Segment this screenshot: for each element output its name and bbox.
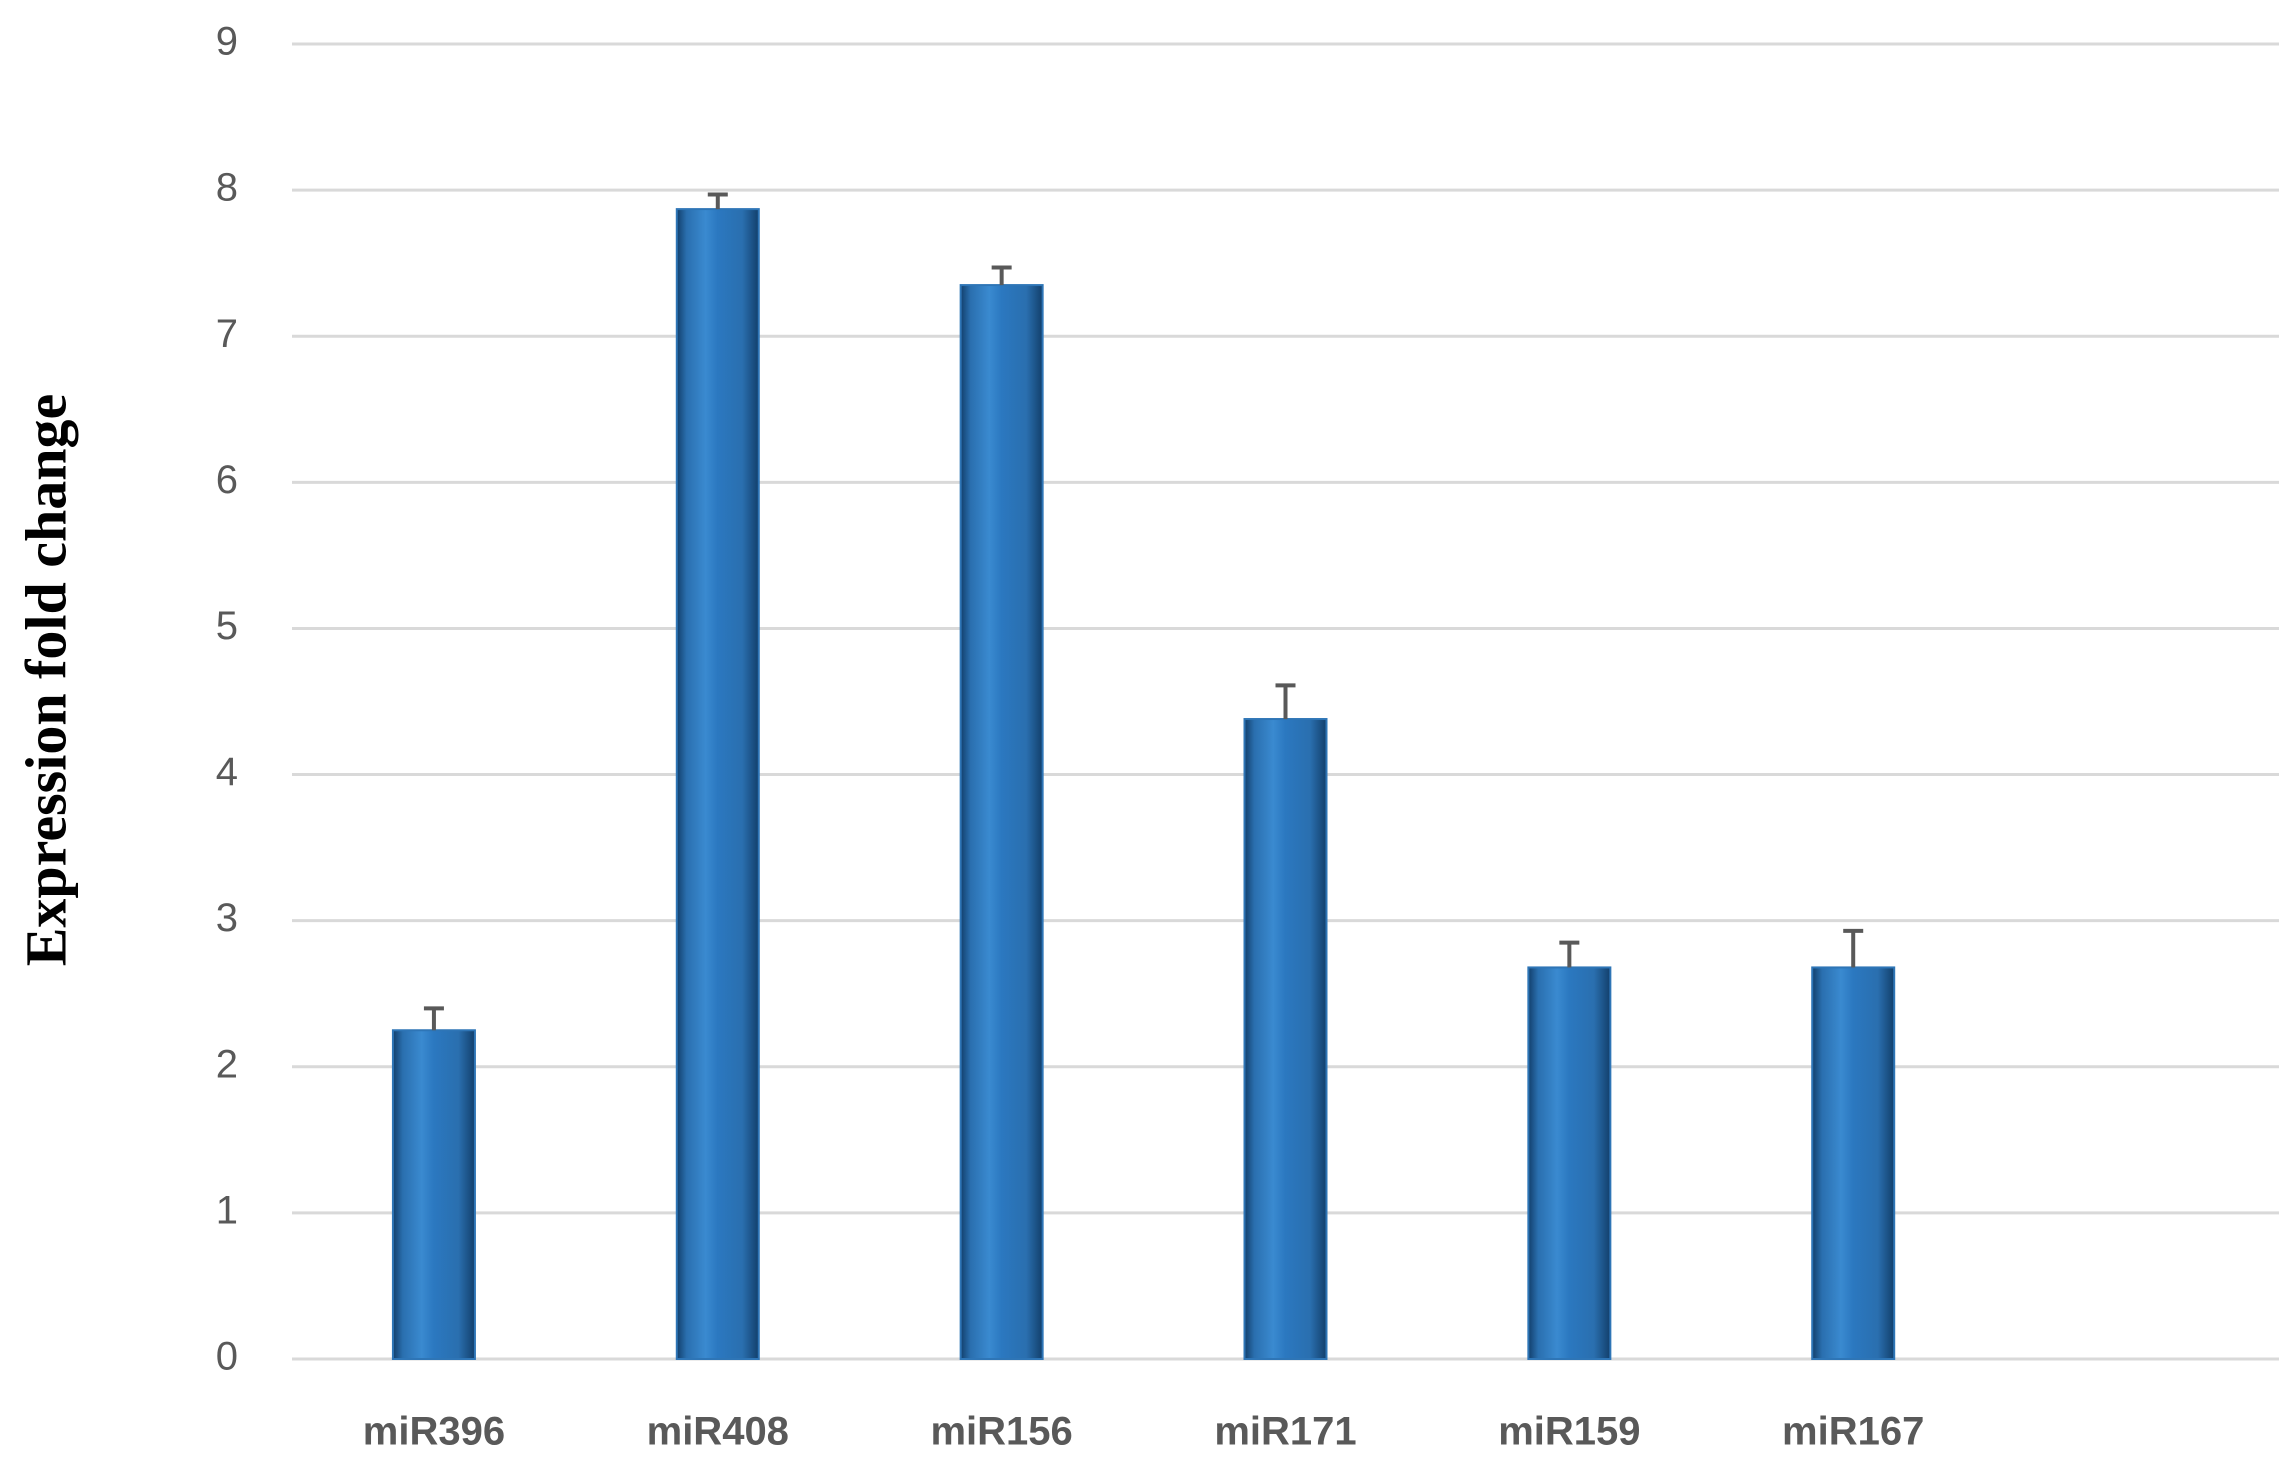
bar — [1243, 718, 1328, 1360]
y-tick-label: 5 — [216, 604, 238, 648]
x-tick-label: miR396 — [363, 1410, 505, 1454]
y-tick-label: 0 — [216, 1335, 238, 1379]
x-tick-label: miR156 — [930, 1410, 1072, 1454]
bar — [675, 208, 760, 1360]
y-tick-label: 9 — [216, 20, 238, 64]
error-bar — [1843, 928, 1864, 968]
error-bar — [991, 265, 1012, 286]
bar — [1527, 966, 1612, 1361]
error-bar — [707, 192, 728, 210]
y-tick-label: 3 — [216, 896, 238, 940]
x-tick-label: miR167 — [1782, 1410, 1924, 1454]
error-bar — [1275, 683, 1296, 720]
error-bar — [423, 1006, 444, 1031]
error-bar — [1559, 940, 1580, 968]
bar — [1811, 966, 1896, 1361]
y-tick-label: 6 — [216, 458, 238, 502]
y-tick-label: 8 — [216, 166, 238, 210]
x-tick-label: miR159 — [1498, 1410, 1640, 1454]
bar — [959, 284, 1044, 1360]
y-tick-label: 4 — [216, 750, 238, 794]
y-axis-title: Expression fold change — [13, 394, 78, 967]
bar — [391, 1029, 476, 1360]
y-tick-label: 7 — [216, 312, 238, 356]
x-tick-label: miR171 — [1214, 1410, 1356, 1454]
y-tick-label: 2 — [216, 1042, 238, 1086]
y-tick-label: 1 — [216, 1188, 238, 1232]
x-tick-label: miR408 — [647, 1410, 789, 1454]
